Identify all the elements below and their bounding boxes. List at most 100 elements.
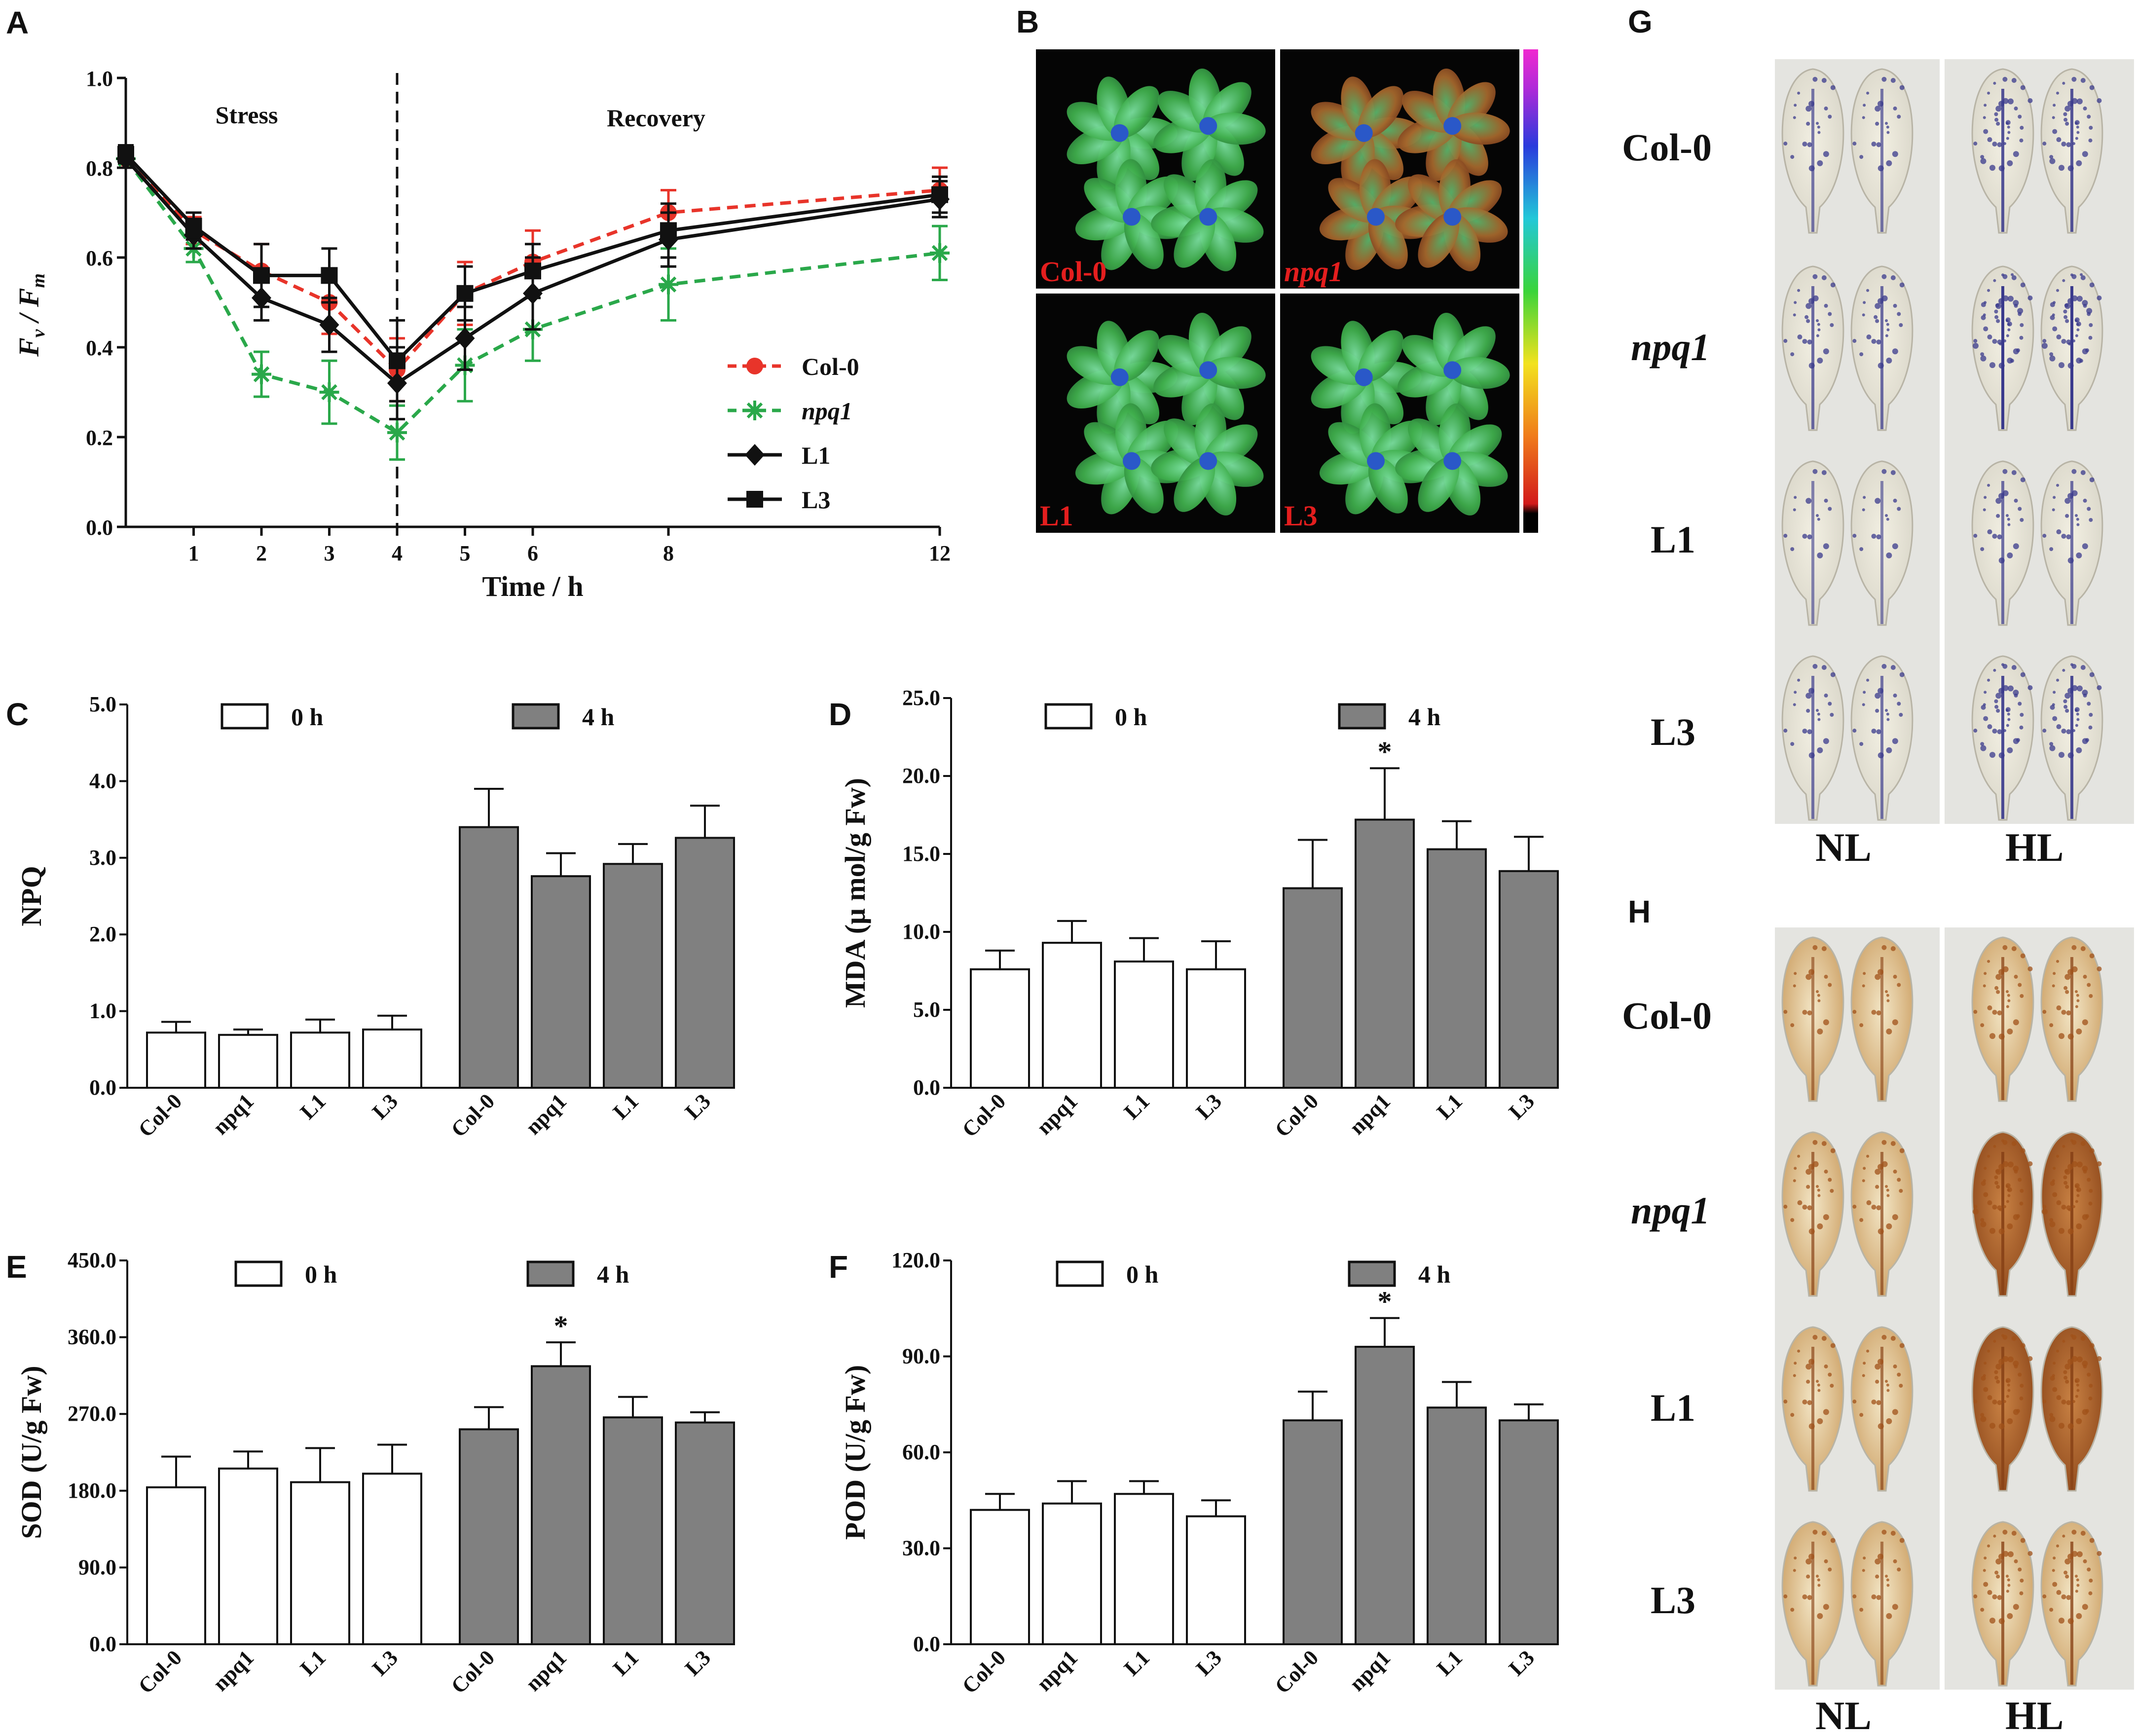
stain-spot — [1871, 338, 1877, 344]
bar-L1-0h — [1114, 960, 1174, 1089]
stain-spot — [2007, 131, 2011, 134]
stain-spot — [1805, 106, 1812, 112]
stain-spot — [2058, 1033, 2064, 1039]
stain-spot — [1877, 298, 1884, 304]
stain-spot — [2052, 1192, 2058, 1197]
stain-spot — [2020, 323, 2024, 327]
panel-letter-f: F — [829, 1249, 848, 1285]
rosette-center — [1199, 361, 1217, 379]
bar-category-label: Col-0 — [1270, 1645, 1323, 1698]
stain-spot — [2072, 142, 2076, 145]
stain-spot — [2080, 1530, 2086, 1536]
stain-spot — [2049, 742, 2054, 746]
stain-spot — [2063, 1570, 2068, 1575]
stain-spot — [1875, 498, 1881, 504]
a-xtick-label: 5 — [460, 541, 471, 565]
bar-category-label: L1 — [295, 1645, 331, 1680]
star-stroke — [660, 276, 677, 293]
stain-spot — [2006, 1575, 2009, 1578]
stain-spot — [1802, 1399, 1807, 1404]
stain-spot — [1790, 352, 1795, 357]
bar-L3-0h — [362, 1473, 422, 1645]
stain-spot — [1885, 1575, 1888, 1578]
a-point-L3 — [253, 267, 270, 284]
a-point-L3 — [660, 222, 677, 239]
stain-spot — [1830, 85, 1836, 90]
stain-spot — [1987, 289, 1990, 292]
stain-spot — [1899, 672, 1905, 677]
bar-Col-0-0h — [970, 968, 1030, 1089]
stain-spot — [1973, 339, 1978, 343]
stain-spot — [2089, 672, 2095, 677]
stain-spot — [1830, 1188, 1834, 1193]
stain-spot — [1821, 470, 1827, 475]
stain-spot — [2089, 477, 2095, 482]
stain-spot — [2007, 523, 2011, 526]
stain-spot — [2064, 498, 2071, 504]
stain-spot — [1797, 1200, 1803, 1206]
stain-spot — [2071, 469, 2077, 474]
panel-g-nbt-staining: Col-0 npq1 L1 L3 NL HL — [1622, 59, 2134, 870]
stain-spot — [2065, 121, 2069, 126]
bar-category-label: L1 — [1432, 1089, 1467, 1124]
stain-spot — [2063, 1370, 2067, 1374]
stain-spot — [2063, 699, 2067, 703]
stain-spot — [1790, 1608, 1795, 1612]
bar-npq1-4h — [531, 875, 591, 1089]
stain-spot — [2075, 137, 2078, 140]
stain-spot — [2003, 1400, 2007, 1403]
stain-spot — [1998, 1553, 2005, 1560]
a-legend-label: Col-0 — [802, 353, 859, 380]
stain-spot — [1981, 302, 1986, 307]
stain-spot — [2064, 1169, 2068, 1173]
legend-label-4h: 4 h — [597, 1260, 629, 1288]
star-stroke — [321, 384, 337, 401]
stain-spot — [1984, 1362, 1987, 1365]
stain-spot — [2002, 76, 2008, 82]
stain-spot — [1881, 295, 1888, 301]
stain-spot — [2075, 334, 2078, 337]
stain-spot — [1863, 301, 1866, 304]
stain-spot — [1877, 969, 1884, 975]
stain-spot — [2002, 1356, 2009, 1362]
stain-spot — [2082, 543, 2088, 550]
stain-spot — [2007, 999, 2011, 1002]
stain-spot — [1871, 141, 1877, 147]
stain-spot — [1823, 1604, 1829, 1610]
stain-spot — [1996, 121, 2000, 126]
stain-spot — [2006, 724, 2009, 727]
stain-spot — [1828, 983, 1832, 987]
stain-spot — [2074, 707, 2080, 712]
stain-spot — [2083, 106, 2087, 111]
stain-spot — [1987, 1349, 1990, 1353]
stain-spot — [2063, 986, 2068, 990]
stain-spot — [2052, 1582, 2058, 1587]
stain-spot — [2088, 1591, 2093, 1595]
stain-spot — [2076, 1356, 2083, 1363]
stain-spot — [2018, 1372, 2022, 1377]
stain-spot — [2050, 1181, 2055, 1186]
stain-spot — [2042, 534, 2047, 538]
stain-spot — [2050, 302, 2055, 307]
stain-spot — [2056, 529, 2061, 535]
stain-spot — [2027, 966, 2033, 972]
stain-spot — [2056, 334, 2061, 340]
stain-spot — [2007, 517, 2010, 521]
stain-spot — [1886, 1028, 1892, 1034]
stain-spot — [1984, 104, 1987, 107]
a-point-L3 — [931, 186, 948, 203]
stain-spot — [2027, 98, 2033, 104]
stain-spot — [1821, 1141, 1827, 1146]
stain-spot — [1989, 362, 1995, 369]
stain-spot — [1984, 496, 1987, 499]
stain-spot — [2076, 98, 2083, 105]
stain-spot — [1862, 1569, 1865, 1572]
legend-label-0h: 0 h — [291, 703, 324, 731]
panel-letter-e: E — [6, 1249, 27, 1285]
stain-spot — [1892, 348, 1898, 355]
bar-L3-4h — [1499, 870, 1559, 1089]
stain-spot — [2027, 685, 2033, 691]
stain-spot — [2075, 1575, 2078, 1578]
stain-spot — [1993, 1534, 1996, 1538]
stain-spot — [2075, 514, 2078, 517]
